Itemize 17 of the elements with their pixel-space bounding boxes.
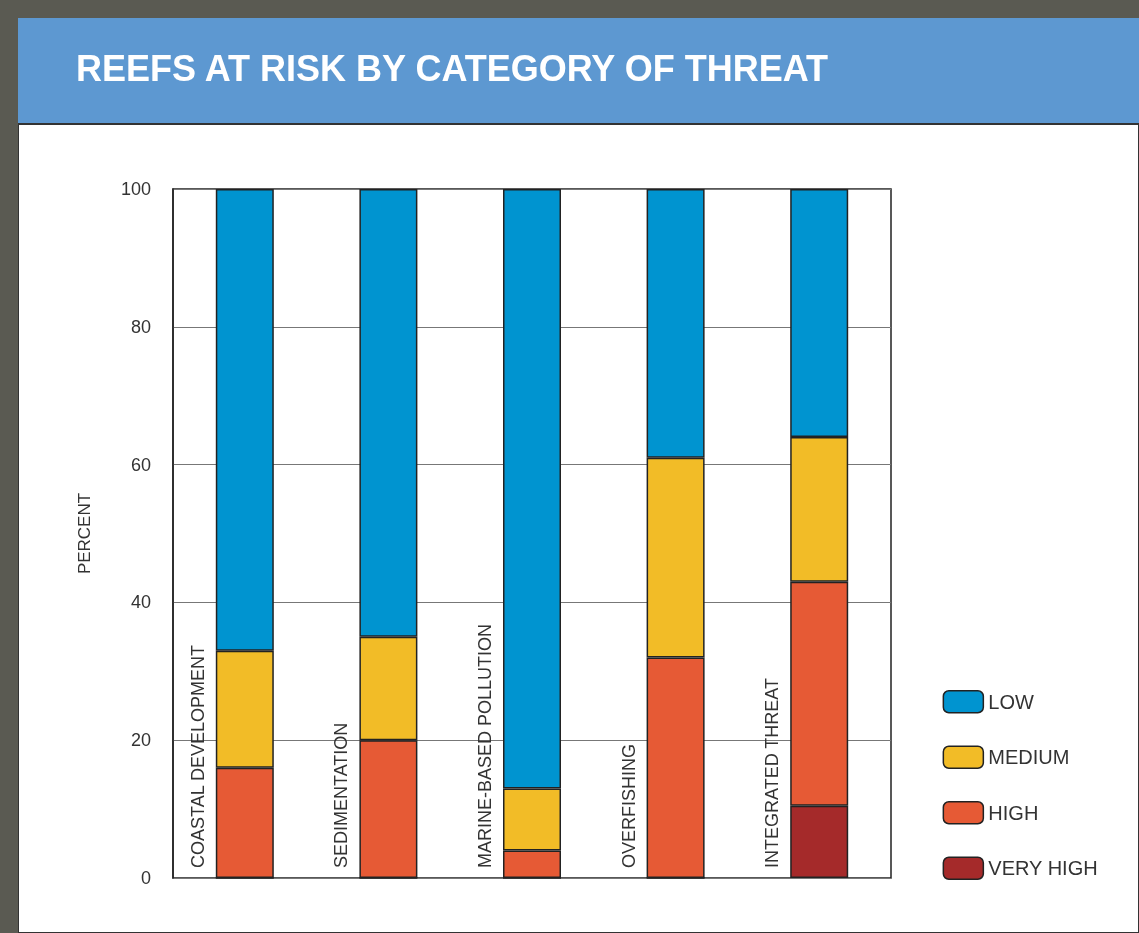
y-tick-label: 100 xyxy=(120,179,151,199)
x-tick-label: MARINE-BASED POLLUTION xyxy=(475,623,495,868)
x-tick-label: SEDIMENTATION xyxy=(331,722,352,868)
legend-label: VERY HIGH xyxy=(988,857,1098,880)
y-tick-label: 20 xyxy=(130,730,151,751)
y-axis-title: PERCENT xyxy=(75,492,94,575)
x-tick-label: COASTAL DEVELOPMENT xyxy=(187,644,208,868)
y-tick-label: 60 xyxy=(130,454,151,475)
x-tick-label: OVERFISHING xyxy=(618,743,639,868)
y-tick-label: 40 xyxy=(130,592,151,613)
x-tick-label: INTEGRATED THREAT xyxy=(762,677,783,868)
legend-label: MEDIUM xyxy=(988,746,1070,769)
y-tick-label: 0 xyxy=(140,868,151,888)
y-tick-label: 80 xyxy=(130,316,151,337)
chart-title: REEFS AT RISK BY CATEGORY OF THREAT xyxy=(76,48,829,90)
legend-label: HIGH xyxy=(988,801,1039,824)
legend-label: LOW xyxy=(988,690,1035,713)
